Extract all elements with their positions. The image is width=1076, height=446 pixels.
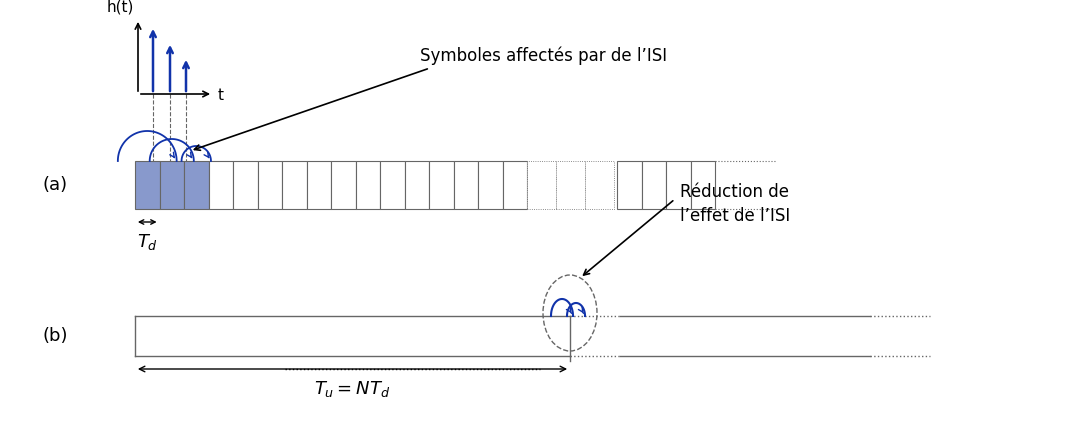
Bar bbox=[159, 161, 184, 209]
Bar bbox=[556, 161, 585, 209]
Text: Symboles affectés par de l’ISI: Symboles affectés par de l’ISI bbox=[420, 47, 667, 65]
Bar bbox=[453, 161, 478, 209]
Bar bbox=[282, 161, 307, 209]
Bar bbox=[502, 161, 527, 209]
Bar bbox=[134, 161, 159, 209]
Bar bbox=[184, 161, 209, 209]
Bar bbox=[617, 161, 641, 209]
Bar bbox=[429, 161, 453, 209]
Text: h(t): h(t) bbox=[107, 0, 134, 14]
Bar bbox=[405, 161, 429, 209]
Bar bbox=[666, 161, 691, 209]
Bar bbox=[331, 161, 355, 209]
Bar bbox=[257, 161, 282, 209]
Text: (b): (b) bbox=[42, 327, 68, 345]
Bar bbox=[209, 161, 233, 209]
Bar bbox=[307, 161, 331, 209]
Bar bbox=[355, 161, 380, 209]
Bar bbox=[641, 161, 666, 209]
Text: (a): (a) bbox=[42, 176, 68, 194]
Bar bbox=[585, 161, 614, 209]
Text: t: t bbox=[218, 87, 224, 103]
Text: $T_d$: $T_d$ bbox=[137, 232, 158, 252]
Bar bbox=[527, 161, 556, 209]
Text: Réduction de
l’effet de l’ISI: Réduction de l’effet de l’ISI bbox=[680, 183, 790, 225]
Bar bbox=[478, 161, 502, 209]
Bar bbox=[691, 161, 714, 209]
Bar bbox=[233, 161, 257, 209]
Text: $T_u = NT_d$: $T_u = NT_d$ bbox=[314, 379, 391, 399]
Bar bbox=[380, 161, 405, 209]
